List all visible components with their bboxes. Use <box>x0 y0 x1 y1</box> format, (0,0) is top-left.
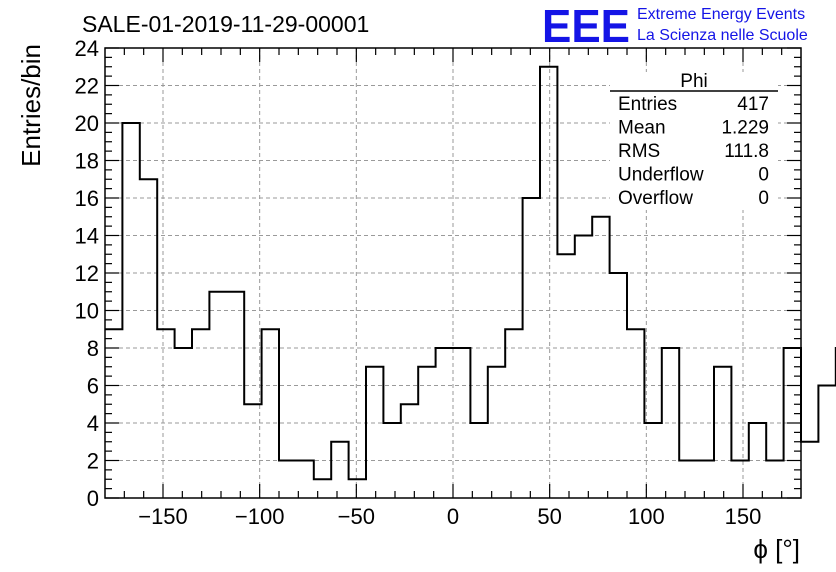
stats-label: Entries <box>618 94 677 115</box>
chart-title: SALE-01-2019-11-29-00001 <box>82 11 369 37</box>
stats-label: RMS <box>618 141 660 162</box>
stats-box-background <box>610 72 778 210</box>
stats-value: 0 <box>758 165 769 186</box>
y-tick-label: 12 <box>75 261 99 286</box>
y-tick-label: 8 <box>87 336 99 361</box>
stats-value: 0 <box>758 188 769 209</box>
x-tick-label: 50 <box>537 504 561 529</box>
stats-value: 1.229 <box>721 118 769 139</box>
stats-box: Phi Entries 417 Mean 1.229 RMS 111.8 Underflow… <box>610 71 778 210</box>
x-tick-label: −50 <box>338 504 375 529</box>
x-tick-label: 0 <box>447 504 459 529</box>
logo-line-2: La Scienza nelle Scuole <box>637 27 808 44</box>
stats-label: Overflow <box>618 188 693 209</box>
x-tick-label: −150 <box>138 504 188 529</box>
x-tick-label: 100 <box>628 504 665 529</box>
stats-value: 111.8 <box>724 141 769 162</box>
stats-title: Phi <box>680 71 707 92</box>
y-tick-label: 24 <box>75 36 99 61</box>
y-tick-label: 4 <box>87 411 99 436</box>
y-tick-label: 2 <box>87 449 99 474</box>
y-tick-label: 6 <box>87 374 99 399</box>
stats-label: Underflow <box>618 165 704 186</box>
stats-rows: Entries 417 Mean 1.229 RMS 111.8 Underflow 0 Ove… <box>618 94 769 209</box>
x-tick-label: 150 <box>725 504 762 529</box>
stats-label: Mean <box>618 118 666 139</box>
axes <box>104 47 802 499</box>
y-tick-label: 10 <box>75 299 99 324</box>
x-axis-title: ϕ [°] <box>753 534 800 564</box>
grid-lines <box>105 48 801 498</box>
y-tick-label: 16 <box>75 186 99 211</box>
eee-logo: EEE Extreme Energy Events La Scienza nel… <box>542 0 808 52</box>
logo-mark: EEE <box>542 0 630 52</box>
x-tick-labels: −150 −100 −50 0 50 100 150 <box>138 504 761 529</box>
y-tick-label: 20 <box>75 111 99 136</box>
x-tick-label: −100 <box>235 504 285 529</box>
stats-value: 417 <box>737 94 769 115</box>
y-tick-label: 0 <box>87 486 99 511</box>
y-tick-label: 18 <box>75 149 99 174</box>
logo-line-1: Extreme Energy Events <box>637 6 805 23</box>
y-tick-label: 14 <box>75 224 99 249</box>
y-axis-title: Entries/bin <box>16 44 46 167</box>
y-tick-label: 22 <box>75 74 99 99</box>
